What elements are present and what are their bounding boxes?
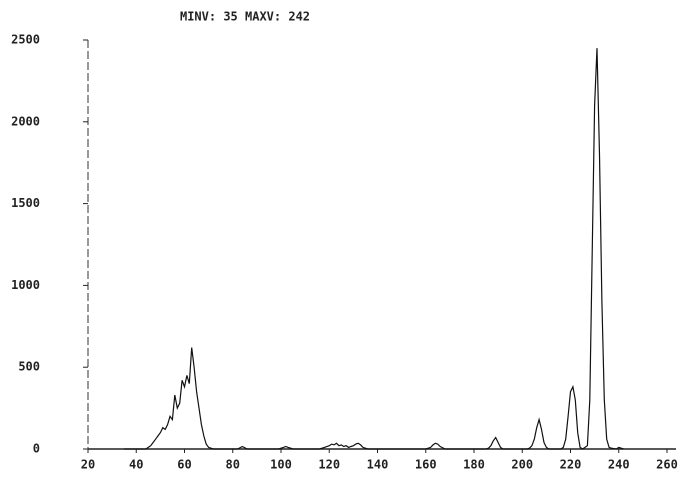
y-tick-label: 1500 [11, 196, 40, 210]
x-tick-label: 260 [656, 458, 678, 472]
x-tick-label: 220 [560, 458, 582, 472]
y-tick-label: 1000 [11, 278, 40, 292]
x-tick-label: 240 [608, 458, 630, 472]
y-tick-label: 0 [33, 442, 40, 456]
x-tick-label: 100 [270, 458, 292, 472]
x-tick-label: 140 [367, 458, 389, 472]
y-tick-label: 2500 [11, 33, 40, 47]
y-tick-label: 500 [18, 360, 40, 374]
x-tick-label: 160 [415, 458, 437, 472]
x-tick-label: 40 [129, 458, 143, 472]
x-tick-label: 60 [177, 458, 191, 472]
chart-title: MINV: 35 MAXV: 242 [180, 10, 310, 24]
x-tick-label: 80 [226, 458, 240, 472]
x-tick-label: 180 [463, 458, 485, 472]
x-tick-label: 200 [511, 458, 533, 472]
y-tick-label: 2000 [11, 114, 40, 128]
data-line [124, 48, 624, 450]
x-tick-label: 20 [81, 458, 95, 472]
x-tick-label: 120 [318, 458, 340, 472]
